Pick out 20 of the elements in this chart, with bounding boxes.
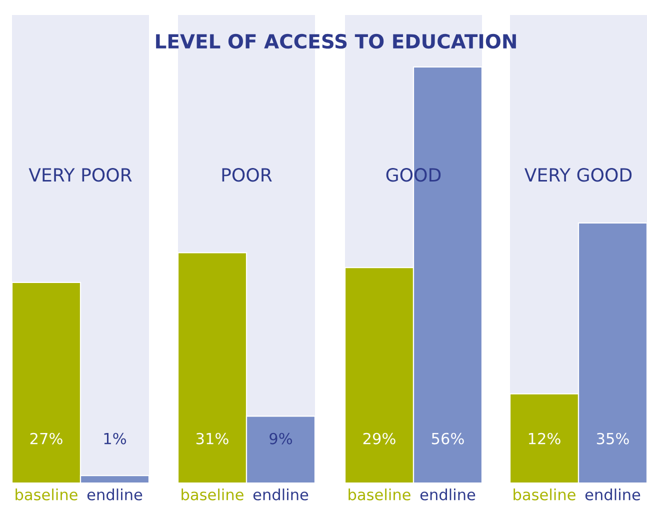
- x-tick-label: endline: [420, 488, 476, 500]
- x-tick-label: endline: [253, 488, 308, 500]
- data-label: 1%: [104, 432, 126, 444]
- data-label: 27%: [30, 432, 62, 444]
- x-tick-label: endline: [87, 488, 142, 500]
- x-tick-label: baseline: [514, 488, 576, 500]
- data-label: 29%: [363, 432, 396, 444]
- text: LEVEL OF ACCESS TO EDUCATION: [156, 34, 516, 49]
- chart-subtitle: VERY GOOD: [524, 168, 632, 182]
- x-tick-label: baseline: [16, 488, 78, 500]
- chart-subtitle: POOR: [222, 168, 272, 182]
- data-label: 12%: [528, 432, 560, 444]
- data-label: 56%: [432, 432, 464, 444]
- x-tick-label: baseline: [348, 488, 410, 500]
- x-tick-label: baseline: [182, 488, 244, 500]
- chart-subtitle: VERY POOR: [28, 168, 132, 182]
- data-label: 9%: [270, 432, 292, 444]
- x-tick-label: endline: [585, 488, 640, 500]
- data-label: 31%: [196, 432, 228, 444]
- data-label: 35%: [596, 432, 629, 444]
